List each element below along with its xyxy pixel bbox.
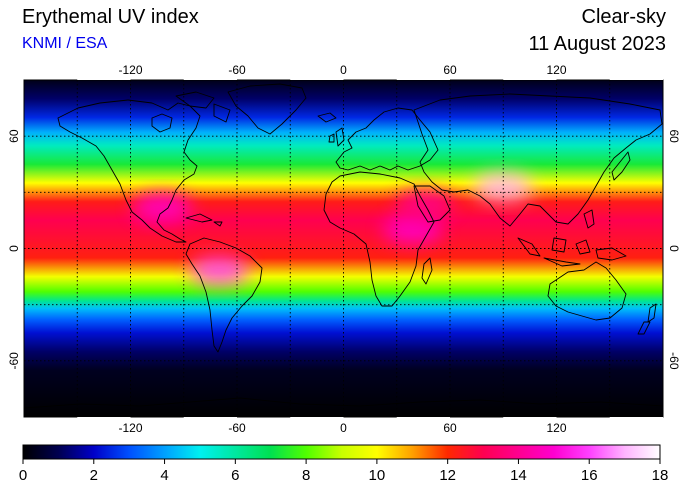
lat-tick-label: -60 [7,352,21,370]
graticule [24,80,663,417]
lon-tick-label: 120 [546,63,566,77]
uv-hotspot [132,193,193,222]
lat-labels-left: 60 0 -60 [7,129,21,369]
coastline-new-zealand [637,303,657,335]
colorbar-tick-label: 0 [19,467,27,484]
lon-tick-label: -120 [118,421,142,435]
coastline-hudson-bay [151,113,173,133]
coastline-south-america [185,237,263,353]
colorbar-tick-label: 16 [581,467,598,484]
data-source-label: KNMI / ESA [22,35,108,52]
colorbar-tick-label: 4 [160,467,168,484]
lon-labels-bottom: -120 -60 0 60 120 [118,421,566,435]
lon-tick-label: 0 [340,421,347,435]
uv-hotspot [473,172,534,201]
coastline-japan [611,151,631,181]
lat-labels-right: 60 0 -60 [667,129,681,369]
colorbar-gradient [22,444,661,460]
coastline-antarctica [24,397,663,409]
lon-tick-label: -120 [118,63,142,77]
sky-condition-label: Clear-sky [581,6,666,28]
lon-tick-label: 60 [443,63,457,77]
coastline-madagascar [421,257,433,285]
lon-tick-label: 60 [443,421,457,435]
lon-tick-label: 0 [340,63,347,77]
uv-hotspot [189,256,250,285]
lon-labels-top: -120 -60 0 60 120 [118,63,566,77]
coastline-caribbean [185,213,223,227]
uv-hotspot [395,189,456,218]
coastline-arabia [413,185,451,223]
colorbar-tick-label: 12 [439,467,456,484]
coastline-maritime-se-asia [517,209,627,267]
uv-hotspot [382,215,443,244]
map-panel [23,77,664,420]
colorbar-tick-label: 8 [302,467,310,484]
lat-tick-label: 0 [667,245,681,252]
colorbar: 0 2 4 6 8 10 12 14 16 18 [19,444,669,484]
lat-tick-label: 60 [7,129,21,143]
colorbar-tick-label: 6 [231,467,239,484]
coastline-asia [413,93,663,227]
colorbar-tick-label: 2 [90,467,98,484]
lat-tick-label: 0 [7,245,21,252]
lon-tick-label: -60 [228,421,246,435]
colorbar-tick-label: 10 [369,467,386,484]
lon-tick-label: -60 [228,63,246,77]
coastline-arctic-islands [175,91,231,123]
map-title: Erythemal UV index [22,6,199,28]
coastline-north-america [57,99,201,243]
uv-hotspots [132,172,534,285]
lat-tick-label: -60 [667,352,681,370]
coastline-british-isles [328,127,345,147]
frame-lon-markers [77,77,663,420]
colorbar-tick-label: 18 [652,467,669,484]
coastline-greenland [227,83,307,135]
colorbar-ticks: 0 2 4 6 8 10 12 14 16 18 [19,459,669,484]
lat-tick-label: 60 [667,129,681,143]
coastline-iceland [317,112,337,123]
map-date: 11 August 2023 [528,33,666,55]
coastlines [24,83,663,409]
coastline-europe [335,107,439,171]
coastline-australia [547,261,627,321]
lon-tick-label: 120 [546,421,566,435]
colorbar-tick-label: 14 [510,467,527,484]
